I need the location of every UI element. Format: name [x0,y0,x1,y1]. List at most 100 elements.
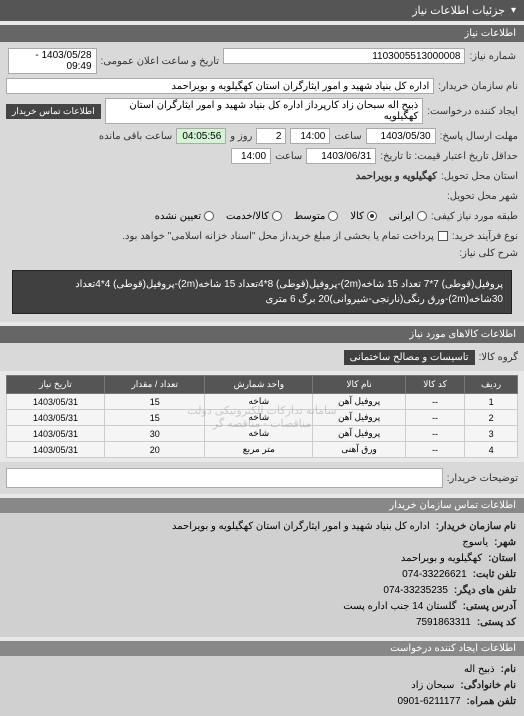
days-label: روز و [230,131,252,142]
table-cell: 3 [465,426,518,442]
announce-label: تاریخ و ساعت اعلان عمومی: [101,56,220,67]
req-family-value: سبحان زاد [411,678,454,694]
table-cell: 2 [465,410,518,426]
table-header-row: ردیف کد کالا نام کالا واحد شمارش تعداد /… [7,376,518,394]
req-name-label: نام: [501,662,516,678]
org-phone-value: 074-33226621 [402,567,467,583]
quality-opt-2[interactable]: متوسط [294,211,338,222]
req-family-label: نام خانوادگی: [460,678,516,694]
col-5: تاریخ نیاز [7,376,105,394]
org-name-value: اداره کل بنیاد شهید و امور ایثارگران است… [172,519,430,535]
province-label: استان محل تحویل: [441,171,518,182]
col-3: واحد شمارش [205,376,313,394]
org-city-label: شهر: [494,535,516,551]
quality-radio-group: ایرانی کالا متوسط کالا/خدمت تعیین نشده [155,211,427,222]
table-cell: -- [405,442,464,458]
table-row: 1--پروفیل آهنشاخه151403/05/31 [7,394,518,410]
deadline-date-field: 1403/05/30 [366,128,436,144]
announce-field: 1403/05/28 - 09:49 [8,48,97,74]
quality-opt-0[interactable]: ایرانی [389,211,427,222]
process-label: نوع فرآیند خرید: [452,231,518,242]
table-row: 2--پروفیل آهنشاخه151403/05/31 [7,410,518,426]
table-cell: شاخه [205,394,313,410]
table-cell: 1403/05/31 [7,410,105,426]
remain-label: ساعت باقی مانده [99,131,172,142]
table-cell: پروفیل آهن [313,410,406,426]
goods-area: گروه کالا: تاسیسات و مصالح ساختمانی [0,343,524,371]
collapse-icon[interactable]: ▾ [511,5,516,16]
creator-label: ایجاد کننده درخواست: [427,106,518,117]
org-address-value: گلستان 14 جنب اداره پست [343,599,456,615]
time-label-2: ساعت [275,151,302,162]
quality-label: طبقه مورد نیاز کیفی: [431,211,518,222]
desc-value-box: پروفیل(قوطی) 7*7 تعداد 15 شاخه(2m)-پروفی… [12,270,512,314]
desc-label: شرح کلی نیاز: [459,248,518,259]
col-2: نام کالا [313,376,406,394]
need-no-field: 1103005513000008 [223,48,465,64]
quality-opt-0-label: ایرانی [389,211,414,222]
buyer-field: اداره کل بنیاد شهید و امور ایثارگران است… [6,78,434,94]
org-other-phone-value: 074-33235235 [383,583,448,599]
page-title: جزئیات اطلاعات نیاز [412,4,505,17]
price-date-field: 1403/06/31 [306,148,376,164]
group-value: تاسیسات و مصالح ساختمانی [344,350,475,365]
req-mobile-label: تلفن همراه: [467,694,516,710]
org-city-value: یاسوج [462,535,488,551]
col-1: کد کالا [405,376,464,394]
org-province-label: استان: [488,551,516,567]
table-cell: پروفیل آهن [313,394,406,410]
quality-opt-4-label: تعیین نشده [155,211,201,222]
process-checkbox[interactable] [438,231,448,241]
days-field: 2 [256,128,286,144]
need-no-label: شماره نیاز: [469,51,516,62]
req-mobile-value: 0901-6211177 [398,694,461,710]
table-cell: -- [405,426,464,442]
deadline-send-label: مهلت ارسال پاسخ: [440,131,518,142]
goods-table: ردیف کد کالا نام کالا واحد شمارش تعداد /… [6,375,518,458]
form-area: شماره نیاز: 1103005513000008 تاریخ و ساع… [0,42,524,322]
col-0: ردیف [465,376,518,394]
price-time-field: 14:00 [231,148,271,164]
org-postal-value: 7591863311 [416,615,471,631]
buyer-notes-area: توضیحات خریدار: [0,462,524,494]
table-cell: 15 [104,394,205,410]
req-name-value: ذبیح اله [464,662,495,678]
creator-field: ذبیح اله سبحان زاد کارپرداز اداره کل بنی… [105,98,424,124]
requester-block: نام: ذبیح اله نام خانوادگی: سبحان زاد تلفن… [0,656,524,716]
quality-opt-4[interactable]: تعیین نشده [155,211,214,222]
table-cell: متر مربع [205,442,313,458]
table-cell: 15 [104,410,205,426]
time-label-1: ساعت [334,131,361,142]
table-cell: 1403/05/31 [7,442,105,458]
table-row: 4--ورق آهنیمتر مربع201403/05/31 [7,442,518,458]
deadline-time-field: 14:00 [290,128,330,144]
quality-opt-3-label: کالا/خدمت [226,211,269,222]
org-section-title: اطلاعات تماس سازمان خریدار [0,498,524,513]
table-cell: 30 [104,426,205,442]
buyer-notes-field [6,468,443,488]
quality-opt-3[interactable]: کالا/خدمت [226,211,282,222]
org-province-value: کهگیلویه و بویراحمد [401,551,482,567]
quality-opt-1-label: کالا [350,211,364,222]
org-address-label: آدرس پستی: [463,599,516,615]
contact-info-button[interactable]: اطلاعات تماس خریدار [6,104,101,119]
col-4: تعداد / مقدار [104,376,205,394]
buyer-notes-label: توضیحات خریدار: [447,473,518,484]
quality-opt-2-label: متوسط [294,211,325,222]
group-label: گروه کالا: [479,352,518,363]
org-other-phone-label: تلفن های دیگر: [454,583,516,599]
process-note: پرداخت تمام یا بخشی از مبلغ خرید،از محل … [122,231,434,242]
org-block: نام سازمان خریدار:اداره کل بنیاد شهید و … [0,513,524,637]
table-cell: -- [405,394,464,410]
table-row: 3--پروفیل آهنشاخه301403/05/31 [7,426,518,442]
requester-section-title: اطلاعات ایجاد کننده درخواست [0,641,524,656]
table-cell: پروفیل آهن [313,426,406,442]
table-cell: 4 [465,442,518,458]
goods-section-title: اطلاعات کالاهای مورد نیاز [0,326,524,343]
quality-opt-1[interactable]: کالا [350,211,377,222]
table-cell: ورق آهنی [313,442,406,458]
province-value: کهگیلویه و بویراحمد [356,171,437,182]
table-cell: شاخه [205,410,313,426]
table-cell: 1 [465,394,518,410]
remain-field: 04:05:56 [176,128,226,144]
